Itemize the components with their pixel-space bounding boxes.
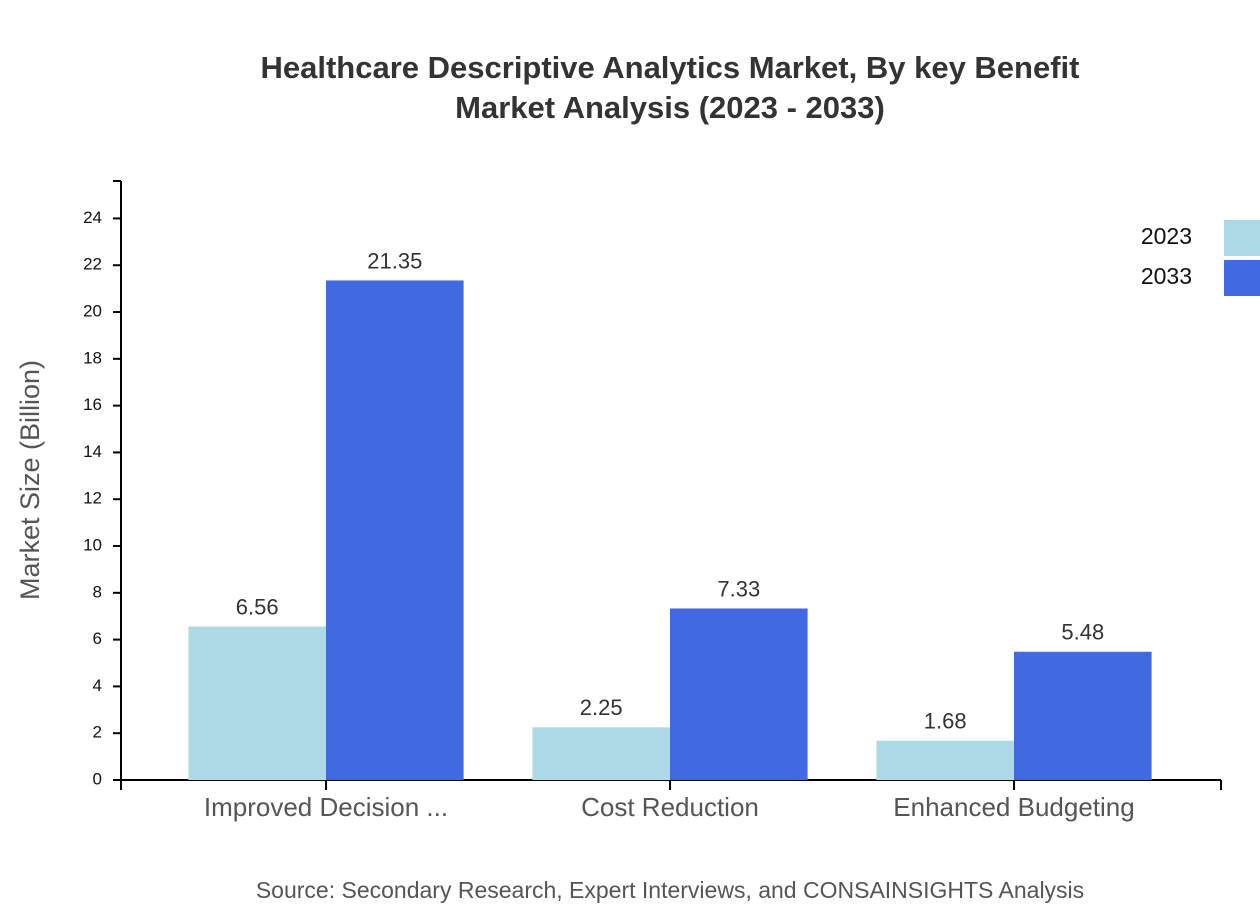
x-tick-label: Cost Reduction [581,792,759,822]
bar [532,727,670,780]
y-tick-label: 4 [93,676,102,695]
y-tick-label: 8 [93,582,102,601]
value-label: 2.25 [580,695,623,720]
chart-title: Healthcare Descriptive Analytics Market,… [261,50,1080,85]
legend-label: 2033 [1141,263,1192,289]
source-note: Source: Secondary Research, Expert Inter… [256,877,1084,903]
y-tick-label: 2 [93,723,102,742]
x-tick-label: Improved Decision ... [204,792,448,822]
value-label: 7.33 [717,576,760,601]
legend-label: 2023 [1141,223,1192,249]
y-tick-label: 22 [83,255,102,274]
value-label: 21.35 [367,248,422,273]
y-tick-label: 12 [83,489,102,508]
y-tick-label: 24 [83,208,102,227]
bar [876,740,1014,780]
value-label: 5.48 [1061,620,1104,645]
y-axis-label: Market Size (Billion) [15,360,45,600]
y-tick-label: 14 [83,442,102,461]
bar [1014,651,1152,780]
y-tick-label: 16 [83,395,102,414]
value-label: 6.56 [236,594,279,619]
value-label: 1.68 [924,709,967,734]
y-tick-label: 6 [93,629,102,648]
legend-swatch [1224,260,1260,296]
y-tick-label: 0 [93,769,102,788]
legend-swatch [1224,220,1260,256]
bar [188,626,326,780]
x-tick-label: Enhanced Budgeting [893,792,1134,822]
y-tick-label: 18 [83,348,102,367]
y-tick-label: 10 [83,536,102,555]
bar [670,608,808,780]
bar [326,280,464,780]
y-tick-label: 20 [83,302,102,321]
chart-title: Market Analysis (2023 - 2033) [455,90,885,125]
